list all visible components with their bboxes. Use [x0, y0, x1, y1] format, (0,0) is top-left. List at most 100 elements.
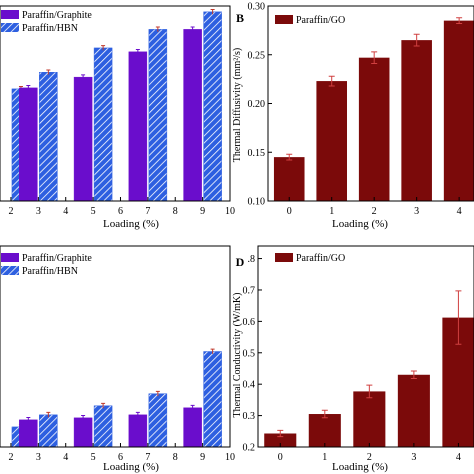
panel-b-error-bar — [456, 17, 463, 25]
panel-a-xtick-label: 8 — [173, 206, 178, 217]
panel-c-xtick-label: 10 — [225, 452, 235, 463]
panel-d-bar-3 — [397, 374, 430, 447]
panel-b-ytick-label: 0.10 — [248, 197, 266, 208]
panel-c-bar-graphite-7 — [128, 414, 148, 448]
legend-swatch-graphite — [1, 10, 19, 19]
panel-c-error-bar — [46, 411, 51, 418]
legend-swatch-go — [275, 15, 293, 24]
panel-c-error-bar — [135, 411, 140, 418]
panel-d-ylabel: Thermal Conductivity (W/mK) — [232, 293, 243, 418]
panel-c-bar-hbn-9 — [203, 351, 222, 448]
panel-c-error-bar — [190, 404, 195, 411]
panel-b-bar-3 — [401, 40, 432, 201]
panel-d-error-bar — [410, 370, 417, 380]
panel-d-ytick-label: 0.2 — [243, 443, 256, 454]
panel-a-bar-hbn-7 — [148, 29, 168, 202]
panel-d-legend: Paraffin/GO — [275, 253, 345, 264]
panel-c-xtick-label: 8 — [173, 452, 178, 463]
panel-c-legend: Paraffin/Graphite Paraffin/HBN — [1, 253, 92, 277]
panel-c-bar-graphite-9 — [183, 407, 202, 448]
panel-a: 2 3 4 5 6 7 8 9 10 Paraffin/Graphite Paraffin/HB… — [0, 5, 235, 230]
panel-b-ytick-label: 0.30 — [248, 2, 266, 13]
panel-d-letter: D — [236, 255, 245, 269]
legend-swatch-hbn — [1, 266, 19, 275]
panel-c-plot: 2 3 4 5 6 7 8 9 10 — [0, 245, 235, 463]
panel-d-ytick-label: 0.3 — [243, 411, 256, 422]
panel-b-legend: Paraffin/GO — [275, 15, 345, 26]
panel-d-error-bar — [277, 429, 284, 438]
panel-a-bar-graphite-3 — [19, 87, 38, 202]
panel-d-ytick-label: 0.7 — [243, 285, 256, 296]
panel-b-error-bar — [286, 153, 293, 161]
panel-b-xtick-label: 4 — [457, 206, 462, 217]
panel-d-xtick-label: 1 — [322, 452, 327, 463]
panel-b-xtick-label: 1 — [329, 206, 334, 217]
panel-b-xtick-label: 0 — [287, 206, 292, 217]
panel-b-ytick-label: 0.15 — [248, 148, 266, 159]
panel-d-bar-1 — [308, 414, 341, 447]
panel-b-error-bar — [328, 75, 335, 87]
panel-d-ytick-label: 0.6 — [243, 317, 256, 328]
panel-c-xtick-label: 9 — [200, 452, 205, 463]
panel-c-bar-graphite-5 — [73, 417, 93, 448]
panel-c-error-bar — [81, 414, 86, 421]
legend-swatch-graphite — [1, 253, 19, 262]
panel-a-xtick-label: 4 — [63, 206, 68, 217]
panel-d-ytick-label: 0.8 — [243, 254, 256, 265]
panel-a-bar-graphite-9 — [183, 29, 202, 202]
panel-b-ylabel: Thermal Diffusivity (mm²/s) — [232, 48, 243, 162]
panel-d-error-bar — [455, 290, 462, 345]
panel-b-ytick-label: 0.20 — [248, 99, 266, 110]
panel-a-error-bar — [26, 85, 31, 91]
panel-b-ytick-label: 0.25 — [248, 50, 266, 61]
panel-d-ytick-label: 0.5 — [243, 348, 256, 359]
panel-a-xtick-label: 5 — [91, 206, 96, 217]
panel-c-bar-hbn-3 — [39, 414, 58, 448]
panel-d: 0.2 0.3 0.4 0.5 0.6 0.7 0.8 0 1 2 3 4 D Paraffin/GO… — [232, 245, 474, 473]
panel-d-xtick-label: 3 — [411, 452, 416, 463]
legend-label-go: Paraffin/GO — [296, 253, 345, 264]
panel-c-bar-hbn-5 — [93, 405, 113, 448]
panel-a-plot: 2 3 4 5 6 7 8 9 10 — [0, 5, 235, 217]
panel-c-error-bar — [26, 416, 31, 423]
panel-b-xtick-label: 3 — [414, 206, 419, 217]
panel-d-error-bar — [366, 384, 373, 399]
panel-b-error-bar — [371, 51, 378, 65]
panel-c-xtick-label: 3 — [36, 452, 41, 463]
panel-a-legend: Paraffin/Graphite Paraffin/HBN — [1, 10, 92, 34]
panel-a-error-bar — [135, 48, 140, 55]
panel-a-error-bar — [101, 45, 106, 51]
panel-a-xtick-label: 9 — [200, 206, 205, 217]
legend-label-hbn: Paraffin/HBN — [22, 23, 78, 34]
panel-d-letter-badge — [232, 253, 248, 269]
panel-b-bar-2 — [358, 57, 390, 201]
legend-label-graphite: Paraffin/Graphite — [22, 10, 92, 21]
panel-d-axes-frame — [257, 245, 474, 448]
panel-d-error-bar — [321, 409, 328, 419]
legend-swatch-hbn — [1, 23, 19, 32]
panel-b-xlabel: Loading (%) — [332, 218, 388, 230]
panel-c-xtick-label: 5 — [91, 452, 96, 463]
panel-b-bar-1 — [316, 81, 348, 201]
panel-d-xtick-label: 2 — [367, 452, 372, 463]
panel-a-bar-hbn-5 — [93, 47, 113, 202]
panel-a-error-bar — [155, 26, 160, 32]
panel-a-xtick-label: 7 — [145, 206, 150, 217]
panel-c-bar-hbn-7 — [148, 393, 168, 448]
panel-c-xtick-label: 6 — [118, 452, 123, 463]
panel-b-bar-4 — [443, 20, 474, 201]
panel-c-xtick-label: 7 — [145, 452, 150, 463]
panel-a-axes-frame — [0, 5, 231, 202]
panel-a-error-bar — [81, 74, 86, 80]
panel-c: 2 3 4 5 6 7 8 9 10 Paraffin/Graphite Paraffin/HB… — [0, 245, 235, 473]
panel-a-xtick-label: 2 — [8, 206, 13, 217]
panel-a-xlabel: Loading (%) — [103, 218, 159, 230]
panel-d-bar-0 — [264, 433, 297, 447]
panel-d-bar-2 — [353, 391, 386, 447]
panel-c-xtick-label: 2 — [8, 452, 13, 463]
panel-b-plot: 0.10 0.15 0.20 0.25 0.30 0 1 2 3 4 — [248, 2, 474, 217]
panel-a-xtick-label: 10 — [225, 206, 235, 217]
legend-swatch-go — [275, 253, 293, 262]
panel-c-xtick-label: 4 — [63, 452, 68, 463]
